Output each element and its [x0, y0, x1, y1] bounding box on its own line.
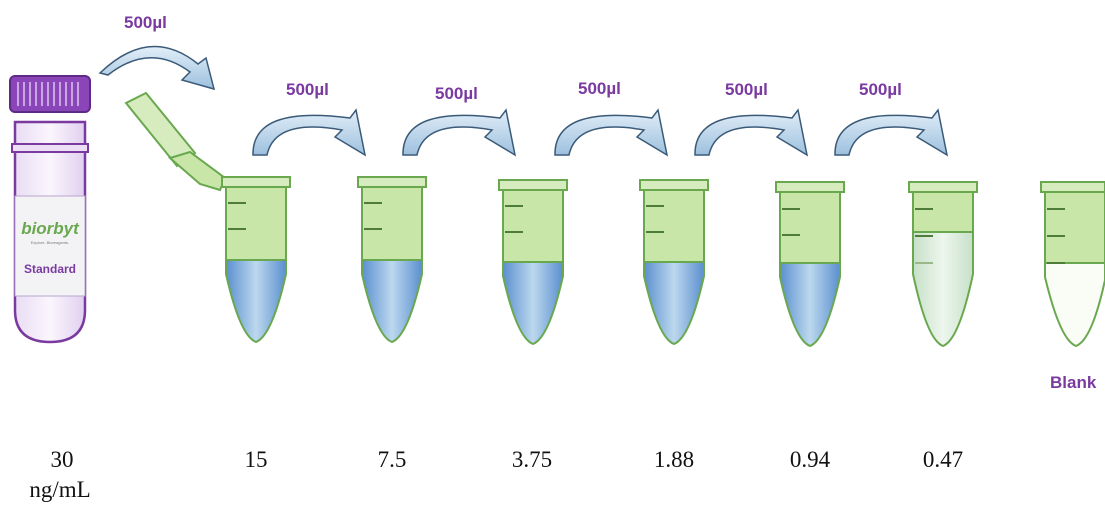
transfer-arrow-0: [98, 45, 216, 91]
transfer-label-5: 500µl: [859, 80, 902, 99]
transfer-label-2: 500µl: [435, 84, 478, 103]
brand-tagline: Explore. Bioreagents.: [31, 240, 69, 245]
cap-ridges: [17, 82, 79, 106]
tube-concentration-6: 0.47: [923, 447, 963, 472]
tube-concentration-5: 0.94: [790, 447, 831, 472]
tube-concentration-3: 3.75: [512, 447, 552, 472]
transfer-label-0: 500µl: [124, 13, 167, 32]
stock-vial: biorbyt Explore. Bioreagents. Standard: [9, 75, 91, 344]
transfer-label-1: 500µl: [286, 80, 329, 99]
tube-concentration-4: 1.88: [654, 447, 694, 472]
liquid: [912, 231, 974, 348]
liquid: [361, 259, 423, 344]
liquid: [1044, 262, 1105, 348]
dilution-tube-1: [221, 176, 291, 344]
liquid: [225, 259, 287, 344]
transfer-label-4: 500µl: [725, 80, 768, 99]
vial-label-panel: [14, 195, 86, 297]
brand-logo: biorbyt: [21, 219, 80, 238]
vial-label-text: Standard: [24, 262, 76, 276]
liquid: [643, 261, 705, 346]
transfer-arrow-5: [834, 108, 949, 157]
liquid: [779, 262, 841, 348]
dilution-tube-3: [498, 179, 568, 346]
blank-tube: [1040, 181, 1105, 348]
transfer-arrow-1: [252, 108, 367, 157]
dilution-tube-2: [357, 176, 427, 344]
tube-concentration-2: 7.5: [378, 447, 407, 472]
tube-concentration-1: 15: [245, 447, 268, 472]
blank-label: Blank: [1050, 373, 1097, 392]
vial-rim: [11, 143, 89, 153]
stock-unit: ng/mL: [29, 477, 90, 502]
tube-lid-open: [124, 91, 227, 192]
stock-concentration: 30: [51, 447, 74, 472]
transfer-arrow-3: [554, 108, 669, 157]
dilution-tube-5: [775, 181, 845, 348]
transfer-arrow-4: [694, 108, 809, 157]
dilution-tube-6: [908, 181, 978, 348]
liquid: [502, 261, 564, 346]
transfer-arrows: [98, 45, 949, 157]
transfer-label-3: 500µl: [578, 79, 621, 98]
dilution-tube-4: [639, 179, 709, 346]
transfer-arrow-2: [402, 108, 517, 157]
